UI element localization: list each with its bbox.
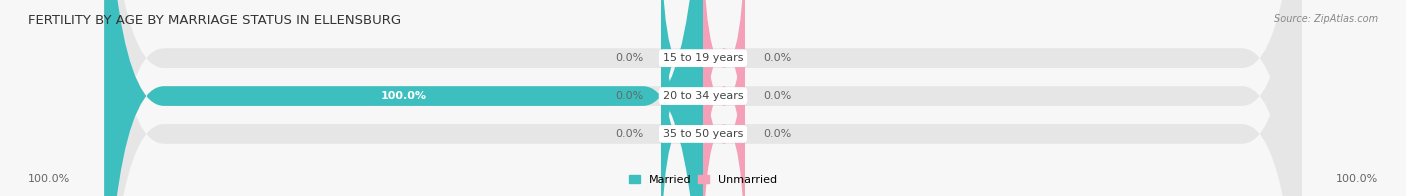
FancyBboxPatch shape: [104, 0, 1302, 196]
Text: 20 to 34 years: 20 to 34 years: [662, 91, 744, 101]
FancyBboxPatch shape: [661, 0, 703, 196]
Text: 0.0%: 0.0%: [763, 129, 792, 139]
Legend: Married, Unmarried: Married, Unmarried: [627, 172, 779, 187]
FancyBboxPatch shape: [703, 0, 745, 196]
FancyBboxPatch shape: [104, 0, 703, 196]
Text: Source: ZipAtlas.com: Source: ZipAtlas.com: [1274, 14, 1378, 24]
FancyBboxPatch shape: [104, 0, 1302, 196]
FancyBboxPatch shape: [661, 0, 703, 196]
FancyBboxPatch shape: [104, 0, 1302, 196]
Text: 35 to 50 years: 35 to 50 years: [662, 129, 744, 139]
Text: 0.0%: 0.0%: [614, 129, 643, 139]
Text: 100.0%: 100.0%: [381, 91, 426, 101]
FancyBboxPatch shape: [661, 0, 703, 196]
Text: 0.0%: 0.0%: [763, 53, 792, 63]
Text: 15 to 19 years: 15 to 19 years: [662, 53, 744, 63]
Text: 0.0%: 0.0%: [614, 53, 643, 63]
FancyBboxPatch shape: [703, 0, 745, 196]
FancyBboxPatch shape: [703, 0, 745, 196]
Text: FERTILITY BY AGE BY MARRIAGE STATUS IN ELLENSBURG: FERTILITY BY AGE BY MARRIAGE STATUS IN E…: [28, 14, 401, 27]
Text: 0.0%: 0.0%: [614, 91, 643, 101]
Text: 100.0%: 100.0%: [1336, 174, 1378, 184]
Text: 100.0%: 100.0%: [28, 174, 70, 184]
Text: 0.0%: 0.0%: [763, 91, 792, 101]
